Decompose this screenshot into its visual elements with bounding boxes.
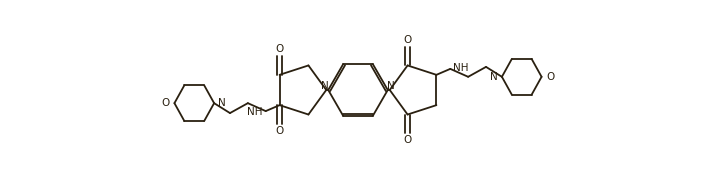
- Text: N: N: [321, 81, 329, 91]
- Text: N: N: [490, 72, 498, 82]
- Text: N: N: [387, 81, 394, 91]
- Text: NH: NH: [247, 107, 262, 117]
- Text: O: O: [275, 44, 284, 54]
- Text: O: O: [404, 135, 412, 145]
- Text: O: O: [275, 126, 284, 136]
- Text: O: O: [161, 98, 169, 108]
- Text: N: N: [218, 98, 226, 108]
- Text: O: O: [404, 35, 412, 45]
- Text: NH: NH: [453, 63, 469, 73]
- Text: O: O: [546, 72, 555, 82]
